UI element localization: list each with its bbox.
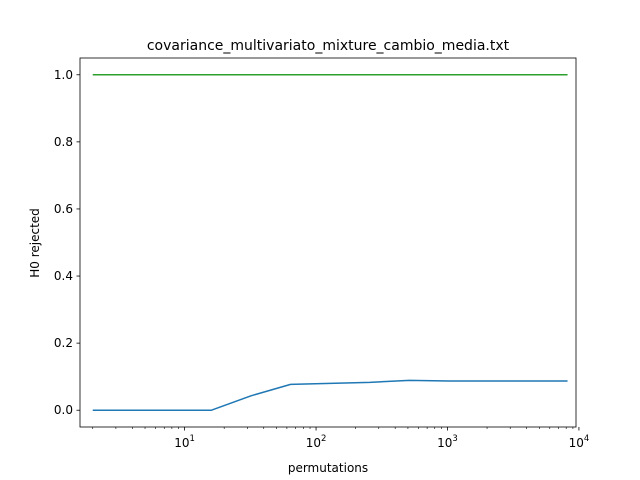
x-axis-label: permutations [288, 461, 368, 475]
y-axis-label: H0 rejected [28, 208, 42, 278]
x-tick-label: 104 [569, 434, 590, 450]
x-tick-label: 103 [437, 434, 458, 450]
y-tick-label: 1.0 [54, 68, 73, 82]
x-tick-label: 101 [174, 434, 195, 450]
y-tick-label: 0.8 [54, 135, 73, 149]
y-tick-label: 0.4 [54, 269, 73, 283]
series-line-1 [92, 379, 568, 411]
y-tick-label: 0.6 [54, 202, 73, 216]
y-tick-label: 0.0 [54, 403, 73, 417]
plot-area: 0.0 0.2 0.4 0.6 0.8 1.0 101 102 103 104 [54, 57, 590, 450]
x-tick-label: 102 [306, 434, 327, 450]
y-tick-label: 0.2 [54, 336, 73, 350]
chart-title: covariance_multivariato_mixture_cambio_m… [147, 38, 510, 54]
axes-frame [79, 57, 577, 428]
